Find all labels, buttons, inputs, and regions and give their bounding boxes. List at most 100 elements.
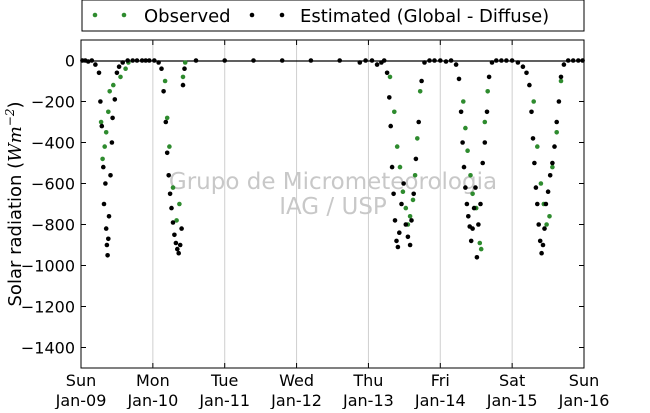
estimated-point-120 <box>539 250 544 256</box>
estimated-point-87 <box>460 140 465 145</box>
y-tick-label: −1000 <box>21 257 75 276</box>
estimated-point-118 <box>536 222 541 227</box>
watermark: Grupo de Micrometeorologia IAG / USP <box>169 169 497 220</box>
observed-point-0 <box>98 119 104 125</box>
estimated-point-43 <box>177 242 183 248</box>
estimated-point-115 <box>532 160 537 166</box>
estimated-point-12 <box>104 242 110 248</box>
observed-point-10 <box>162 78 168 84</box>
x-tick-day-label: Thu <box>352 371 383 390</box>
estimated-point-133 <box>570 58 576 63</box>
observed-point-28 <box>415 136 420 141</box>
observed-point-17 <box>182 60 188 65</box>
observed-point-8 <box>123 66 128 71</box>
x-axis-ticks: SunJan-09MonJan-10TueJan-11WedJan-12ThuJ… <box>55 40 610 410</box>
estimated-point-47 <box>193 58 199 63</box>
estimated-point-26 <box>139 58 145 63</box>
x-tick-day-label: Sun <box>569 371 599 390</box>
estimated-point-111 <box>524 70 529 76</box>
observed-point-3 <box>103 130 109 135</box>
observed-point-6 <box>111 82 116 88</box>
observed-point-44 <box>544 222 549 227</box>
observed-point-18 <box>387 74 393 80</box>
y-axis-ticks: 0 −200 −400 −600 −800 −1000 −1200 −1400 <box>21 52 584 358</box>
observed-point-13 <box>170 185 176 190</box>
observed-point-15 <box>177 201 182 207</box>
estimated-point-70 <box>403 222 409 227</box>
observed-point-22 <box>400 189 406 194</box>
observed-point-34 <box>470 191 475 197</box>
estimated-point-29 <box>152 58 157 63</box>
estimated-point-23 <box>125 58 130 63</box>
estimated-point-17 <box>109 140 115 145</box>
estimated-point-19 <box>112 97 118 102</box>
estimated-point-128 <box>554 119 559 125</box>
estimated-point-130 <box>558 74 564 80</box>
x-tick-date-label: Jan-16 <box>558 391 610 409</box>
x-tick-date-label: Jan-11 <box>198 391 250 409</box>
y-axis-label-exponent: −2 <box>3 109 17 127</box>
estimated-point-46 <box>182 66 187 71</box>
observed-point-1 <box>100 156 105 162</box>
estimated-point-121 <box>540 242 546 248</box>
estimated-point-113 <box>529 109 534 115</box>
estimated-point-112 <box>527 82 532 88</box>
estimated-point-78 <box>422 60 427 65</box>
estimated-point-27 <box>143 58 148 63</box>
observed-point-47 <box>554 130 559 135</box>
legend-observed-marker-2 <box>121 12 127 18</box>
observed-point-37 <box>478 246 484 252</box>
estimated-point-13 <box>105 253 110 258</box>
estimated-point-35 <box>166 173 171 178</box>
estimated-point-5 <box>96 70 102 76</box>
estimated-point-129 <box>556 99 562 104</box>
estimated-point-95 <box>471 205 477 211</box>
estimated-point-56 <box>374 62 380 67</box>
x-tick-day-label: Sat <box>499 371 525 390</box>
estimated-point-34 <box>164 150 170 156</box>
observed-point-31 <box>463 125 468 131</box>
y-tick-label: −1400 <box>21 339 75 358</box>
x-tick-day-label: Tue <box>210 371 238 390</box>
estimated-point-73 <box>409 218 414 223</box>
x-tick-date-label: Jan-10 <box>126 391 178 409</box>
x-tick-day-label: Sun <box>66 371 96 390</box>
estimated-point-76 <box>416 119 422 125</box>
observed-point-29 <box>417 89 423 94</box>
estimated-point-15 <box>106 214 112 219</box>
estimated-point-60 <box>387 95 392 100</box>
observed-point-40 <box>531 99 536 104</box>
observed-point-25 <box>407 214 413 219</box>
estimated-point-51 <box>308 58 314 63</box>
estimated-point-33 <box>163 119 169 125</box>
estimated-point-24 <box>130 58 135 63</box>
estimated-point-6 <box>98 99 103 104</box>
observed-point-41 <box>535 144 540 149</box>
estimated-point-4 <box>93 62 98 67</box>
x-tick-date-label: Jan-12 <box>270 391 322 409</box>
estimated-point-82 <box>443 59 449 64</box>
estimated-point-127 <box>552 144 557 149</box>
estimated-point-125 <box>547 173 553 178</box>
estimated-point-117 <box>535 201 540 207</box>
observed-point-20 <box>394 144 400 149</box>
legend-estimated-marker-2 <box>279 12 285 18</box>
estimated-point-54 <box>363 58 368 63</box>
y-axis-label: Solar radiation (Wm−2) <box>3 101 26 306</box>
estimated-point-63 <box>391 191 396 197</box>
observed-point-30 <box>461 99 466 104</box>
watermark-line-2: IAG / USP <box>279 194 387 220</box>
estimated-point-14 <box>106 236 111 242</box>
estimated-point-94 <box>470 226 475 231</box>
estimated-point-134 <box>576 58 581 63</box>
observed-point-26 <box>410 197 416 203</box>
estimated-point-20 <box>114 70 120 76</box>
estimated-point-59 <box>384 70 390 76</box>
estimated-point-96 <box>473 185 478 190</box>
estimated-point-22 <box>120 60 125 65</box>
estimated-point-68 <box>399 201 404 207</box>
estimated-point-105 <box>494 58 499 63</box>
plot-area <box>80 39 585 369</box>
